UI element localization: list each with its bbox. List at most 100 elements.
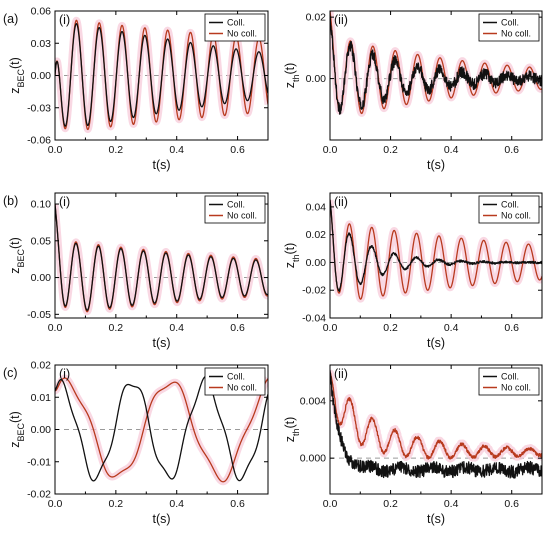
y-tick-label: 0.05 [31, 235, 52, 247]
y-axis-label-tail: (t) [283, 63, 297, 75]
y-tick-label: 0.02 [306, 12, 327, 24]
plot-area [55, 16, 268, 134]
y-axis-label-sub: th [291, 429, 301, 437]
y-axis-label-sub: BEC [16, 423, 26, 442]
y-axis-label: zth(t) [283, 243, 301, 269]
series-line-coll [55, 203, 268, 311]
legend: Coll.No coll. [204, 195, 266, 224]
y-axis-label-main: z [283, 262, 297, 268]
legend: Coll.No coll. [478, 13, 540, 42]
y-tick-label: 0.00 [31, 70, 52, 82]
series-line-coll [330, 370, 542, 479]
legend-box [478, 13, 540, 42]
y-axis-label-main: z [8, 88, 22, 94]
x-axis-label: t(s) [152, 512, 170, 526]
x-tick-label: 0.0 [48, 144, 63, 156]
y-tick-label: 0.00 [31, 272, 52, 284]
y-tick-label: 0.00 [306, 257, 327, 269]
y-axis-label-sub: th [291, 255, 301, 263]
x-tick-label: 0.4 [444, 144, 459, 156]
chart-panel-2: 0.0 0.2 0.4 0.6 0.00 0.02 t(s) zth(t) (ii) Coll.N… [283, 10, 543, 172]
plot-frame [54, 192, 269, 319]
series-line-no-coll [330, 11, 542, 115]
y-axis-label: zBEC(t) [8, 57, 26, 94]
plot-frame [329, 364, 543, 495]
legend-box [204, 195, 266, 224]
x-tick-label: 0.4 [169, 322, 184, 334]
y-axis-label-main: z [8, 442, 22, 448]
x-tick-label: 0.6 [504, 144, 519, 156]
y-axis-label-tail: (t) [8, 411, 22, 423]
x-axis-label: t(s) [427, 158, 445, 172]
legend-label: No coll. [501, 383, 531, 393]
legend-label: No coll. [501, 29, 531, 39]
legend-label: No coll. [227, 29, 257, 39]
legend-label: No coll. [501, 211, 531, 221]
legend-label: Coll. [501, 18, 519, 28]
plot-area [330, 199, 542, 303]
x-tick-label: 0.6 [504, 322, 519, 334]
x-tick-label: 0.6 [230, 498, 245, 510]
series-line-no-coll [330, 371, 542, 460]
legend-label: Coll. [227, 200, 245, 210]
series-line-no-coll [330, 199, 542, 300]
y-tick-label: -0.01 [27, 456, 51, 468]
x-tick-label: 0.6 [504, 498, 519, 510]
panel-tag: (i) [59, 195, 70, 209]
panel-tag: (ii) [334, 367, 348, 381]
legend-box [204, 13, 266, 42]
legend-label: Coll. [501, 200, 519, 210]
y-tick-label: -0.02 [302, 285, 326, 297]
x-tick-label: 0.2 [109, 144, 124, 156]
y-tick-label: -0.03 [27, 102, 51, 114]
chart-panel-3: 0.0 0.2 0.4 0.6 -0.05 0.00 0.05 0.10 t(s) zBEC(t)… [3, 192, 269, 350]
chart-panel-1: 0.0 0.2 0.4 0.6 -0.06 -0.03 0.00 0.03 0.06 t(s) zB… [3, 6, 269, 172]
series-line-coll [55, 375, 268, 482]
plot-area [55, 374, 268, 486]
y-axis-label-sub: BEC [16, 249, 26, 268]
y-axis-label-tail: (t) [283, 243, 297, 255]
x-tick-label: 0.2 [383, 322, 398, 334]
x-tick-label: 0.2 [109, 322, 124, 334]
y-axis-label-main: z [283, 82, 297, 88]
y-tick-label: -0.06 [27, 135, 51, 147]
y-axis-label: zBEC(t) [8, 237, 26, 274]
series-line-coll [330, 15, 542, 115]
y-axis-label-sub: th [291, 75, 301, 83]
x-tick-label: 0.4 [169, 144, 184, 156]
y-tick-label: 0.06 [31, 6, 52, 18]
y-axis-label-tail: (t) [283, 417, 297, 429]
y-tick-label: 0.01 [31, 392, 52, 404]
x-axis-label: t(s) [152, 158, 170, 172]
panel-tag: (ii) [334, 13, 348, 27]
legend: Coll.No coll. [204, 367, 266, 396]
row-tag: (b) [3, 194, 18, 208]
legend: Coll.No coll. [478, 195, 540, 224]
y-tick-label: -0.04 [302, 313, 326, 325]
y-tick-label: 0.03 [31, 38, 52, 50]
plot-frame [329, 192, 543, 319]
panel-tag: (ii) [334, 195, 348, 209]
plot-area [55, 203, 268, 316]
y-tick-label: 0.04 [306, 201, 327, 213]
series-line-coll [55, 23, 268, 127]
x-tick-label: 0.0 [323, 144, 338, 156]
y-axis-label: zBEC(t) [8, 411, 26, 448]
x-tick-label: 0.4 [169, 498, 184, 510]
legend-box [478, 367, 540, 396]
legend: Coll.No coll. [204, 13, 266, 42]
plot-area [330, 369, 542, 479]
x-axis-label: t(s) [427, 512, 445, 526]
x-tick-label: 0.0 [323, 498, 338, 510]
y-tick-label: -0.02 [27, 489, 51, 501]
plot-frame [329, 10, 543, 141]
y-axis-label: zth(t) [283, 417, 301, 443]
chart-panel-4: 0.0 0.2 0.4 0.6 -0.04 -0.02 0.00 0.02 0.04 t(s) zt… [283, 192, 543, 350]
x-tick-label: 0.4 [444, 498, 459, 510]
y-tick-label: 0.02 [31, 360, 52, 372]
x-tick-label: 0.6 [230, 322, 245, 334]
legend-label: No coll. [227, 383, 257, 393]
x-tick-label: 0.0 [323, 322, 338, 334]
x-tick-label: 0.2 [109, 498, 124, 510]
